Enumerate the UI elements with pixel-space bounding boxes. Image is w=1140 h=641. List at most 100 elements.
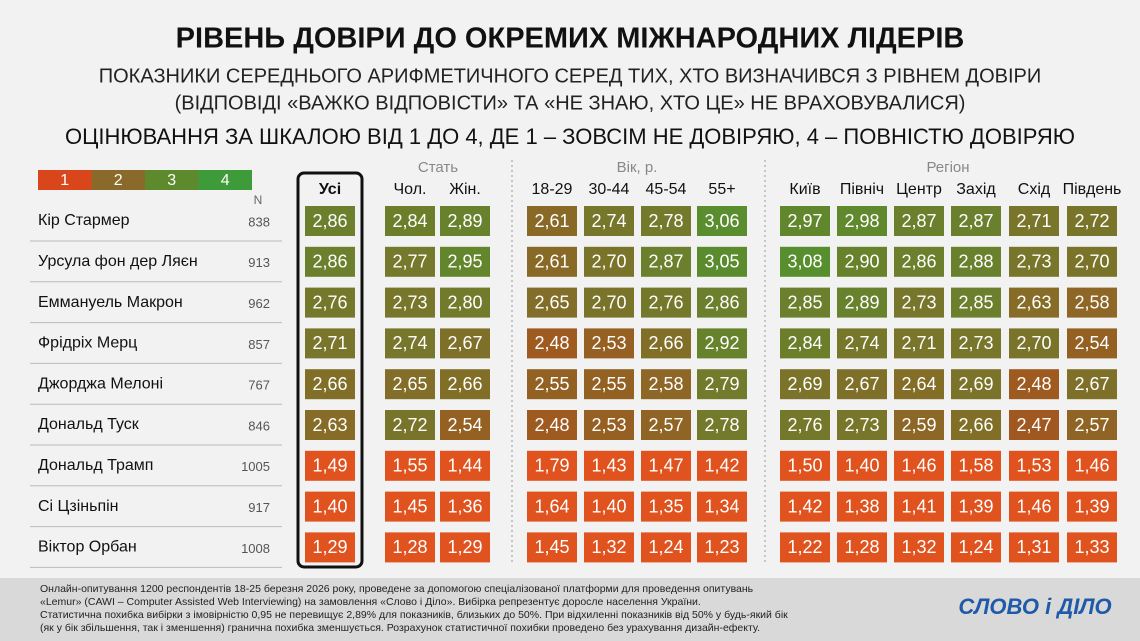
cell-value: 2,65 — [534, 292, 569, 312]
cell-value: 1,33 — [1074, 537, 1109, 557]
cell-value: 1,44 — [447, 456, 482, 476]
row-name: Джорджа Мелоні — [38, 375, 163, 392]
cell-value: 1,32 — [591, 537, 626, 557]
cell — [440, 410, 490, 440]
cell — [641, 328, 691, 359]
cell-value: 2,72 — [1074, 211, 1109, 231]
cell-value: 2,85 — [787, 292, 822, 312]
cell-value: 1,35 — [648, 496, 683, 516]
cell — [1067, 328, 1117, 359]
group-label: Стать — [418, 159, 458, 176]
cell — [305, 287, 355, 318]
cell — [305, 450, 355, 481]
cell — [894, 246, 944, 277]
cell-value: 2,97 — [787, 211, 822, 231]
cell — [584, 491, 634, 522]
cell-value: 1,42 — [787, 496, 822, 516]
cell — [1067, 246, 1117, 277]
cell-value: 2,73 — [392, 292, 427, 312]
row-n: 1008 — [241, 541, 270, 556]
cell — [894, 287, 944, 318]
row-name: Віктор Орбан — [38, 539, 137, 556]
cell-value: 2,74 — [392, 333, 427, 353]
cell-value: 1,24 — [958, 537, 993, 557]
cell — [697, 246, 747, 277]
cell — [527, 410, 577, 440]
cell — [894, 532, 944, 563]
footer-note: Статистична похибка вибірки з імовірніст… — [40, 609, 788, 621]
cell — [951, 369, 1001, 400]
cell — [305, 246, 355, 277]
footer-note: (як у бік збільшення, так і зменшення) г… — [40, 622, 760, 634]
cell-value: 1,22 — [787, 537, 822, 557]
cell — [641, 206, 691, 236]
row-name: Дональд Туск — [38, 416, 140, 433]
cell — [440, 287, 490, 318]
cell — [641, 450, 691, 481]
cell — [385, 206, 435, 236]
cell-value: 3,05 — [704, 252, 739, 272]
cell — [837, 450, 887, 481]
cell-value: 1,55 — [392, 456, 427, 476]
cell — [1067, 206, 1117, 236]
row-n: 838 — [248, 214, 270, 229]
cell-value: 1,50 — [787, 456, 822, 476]
cell — [385, 246, 435, 277]
row-n: 917 — [248, 500, 270, 515]
cell-value: 2,87 — [958, 211, 993, 231]
cell — [1067, 287, 1117, 318]
cell-value: 1,58 — [958, 456, 993, 476]
cell — [305, 491, 355, 522]
cell — [641, 287, 691, 318]
cell — [527, 369, 577, 400]
cell-value: 1,47 — [648, 456, 683, 476]
cell-value: 2,76 — [787, 415, 822, 435]
cell — [1067, 532, 1117, 563]
cell-value: 1,46 — [901, 456, 936, 476]
cell — [1009, 206, 1059, 236]
cell-value: 2,73 — [844, 415, 879, 435]
cell — [527, 532, 577, 563]
cell-value: 2,72 — [392, 415, 427, 435]
cell-value: 2,54 — [1074, 333, 1109, 353]
cell-value: 1,28 — [844, 537, 879, 557]
cell — [1009, 491, 1059, 522]
column-header: Захід — [956, 181, 996, 198]
cell — [1067, 369, 1117, 400]
cell-value: 1,38 — [844, 496, 879, 516]
cell — [305, 410, 355, 440]
cell-value: 1,45 — [534, 537, 569, 557]
row-name: Дональд Трамп — [38, 457, 153, 474]
cell-value: 2,87 — [648, 252, 683, 272]
column-header: Південь — [1063, 181, 1122, 198]
cell — [440, 246, 490, 277]
cell — [1067, 410, 1117, 440]
cell-value: 2,59 — [901, 415, 936, 435]
cell — [780, 206, 830, 236]
cell-value: 2,67 — [447, 333, 482, 353]
cell-value: 2,67 — [1074, 374, 1109, 394]
cell-value: 2,70 — [591, 292, 626, 312]
cell-value: 2,63 — [1016, 292, 1051, 312]
row-name: Фрідріх Мерц — [38, 335, 137, 352]
cell — [527, 328, 577, 359]
scale-note: ОЦІНЮВАННЯ ЗА ШКАЛОЮ ВІД 1 ДО 4, ДЕ 1 – … — [65, 124, 1075, 149]
cell — [1009, 450, 1059, 481]
column-header: Чол. — [394, 181, 427, 198]
cell-value: 2,78 — [648, 211, 683, 231]
cell-value: 2,70 — [1016, 333, 1051, 353]
cell-value: 1,24 — [648, 537, 683, 557]
cell — [584, 369, 634, 400]
cell — [584, 206, 634, 236]
group-label: Регіон — [926, 159, 969, 176]
cell — [697, 369, 747, 400]
cell-value: 1,45 — [392, 496, 427, 516]
column-header: 18-29 — [532, 181, 573, 198]
highlight-frame — [296, 171, 364, 569]
cell — [385, 491, 435, 522]
cell — [584, 532, 634, 563]
cell-value: 2,70 — [591, 252, 626, 272]
cell-value: 2,76 — [312, 292, 347, 312]
legend-swatch — [198, 170, 252, 190]
